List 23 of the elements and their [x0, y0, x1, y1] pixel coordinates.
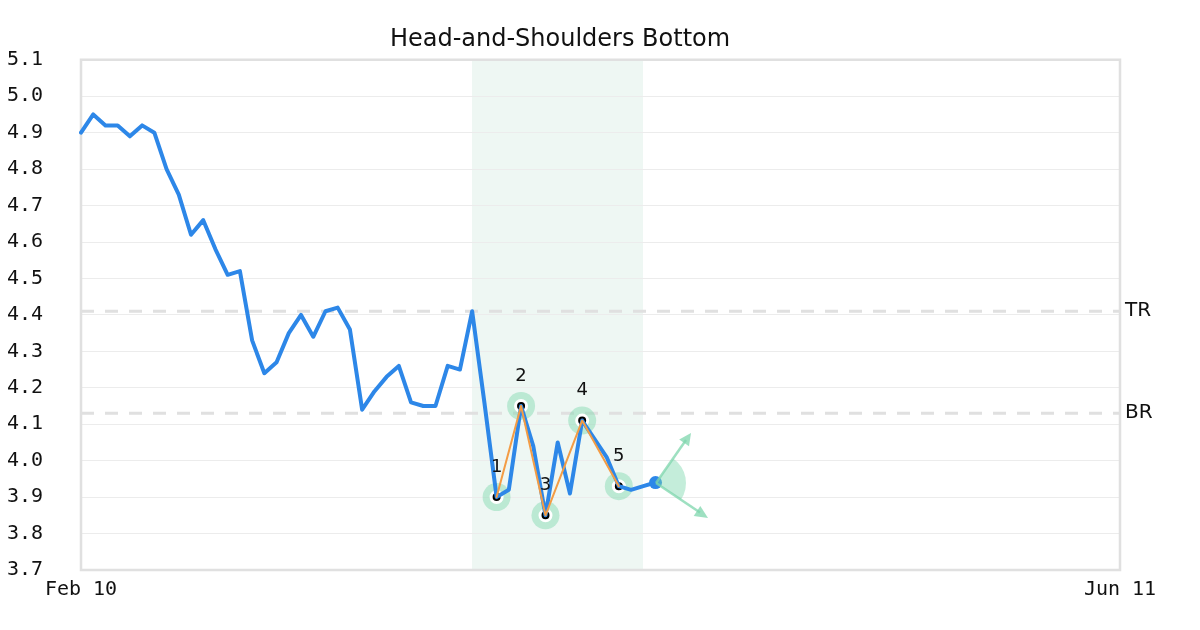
y-tick-label: 4.1: [6, 410, 43, 435]
y-tick-label: 3.9: [6, 483, 43, 508]
y-tick-label: 5.0: [6, 82, 43, 107]
ref-line-label: TR: [1124, 297, 1152, 322]
annotation: 5: [613, 443, 625, 465]
annotation: 2: [515, 363, 527, 385]
chart-title: Head-and-Shoulders Bottom: [389, 23, 731, 52]
y-tick-label: 3.8: [6, 519, 43, 544]
ref-line-label: BR: [1125, 399, 1153, 424]
x-tick-label: Jun 11: [1083, 576, 1157, 601]
y-tick-label: 4.6: [6, 228, 43, 253]
y-tick-label: 4.5: [6, 264, 43, 289]
y-tick-label: 5.1: [6, 46, 43, 70]
x-tick-label: Feb 10: [44, 576, 118, 601]
y-tick-label: 4.2: [6, 373, 43, 398]
y-tick-label: 3.7: [6, 556, 43, 581]
y-tick-label: 4.4: [6, 301, 43, 326]
annotation: 4: [576, 378, 588, 400]
y-tick-label: 4.7: [6, 191, 43, 216]
y-tick-label: 4.0: [6, 446, 43, 471]
y-tick-label: 4.3: [6, 337, 43, 362]
y-tick-label: 4.8: [6, 155, 43, 180]
y-tick-label: 4.9: [6, 118, 43, 143]
